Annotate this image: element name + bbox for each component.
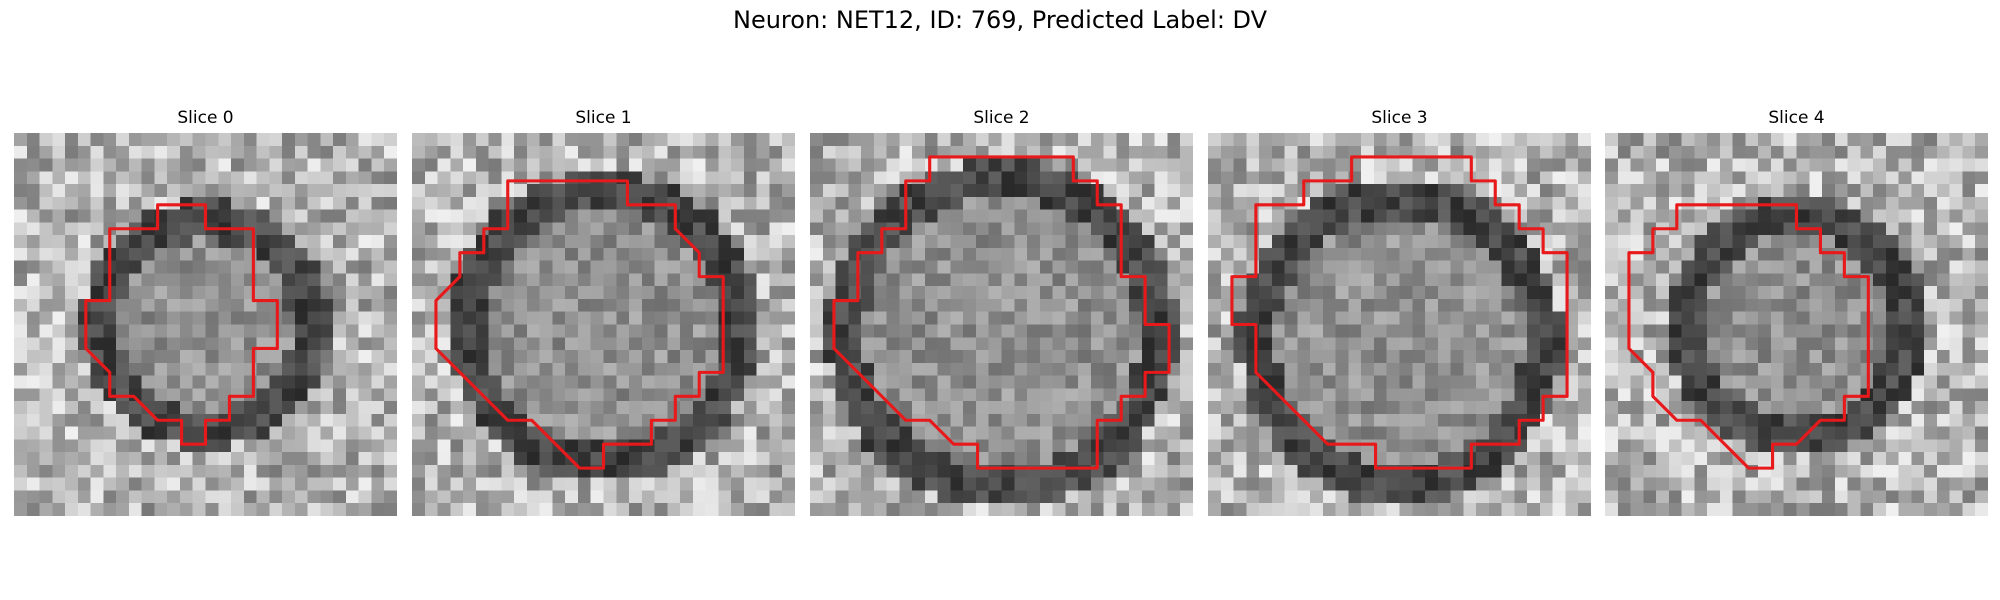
slice-panel-1: Slice 1 xyxy=(412,108,795,518)
segmentation-overlay-1 xyxy=(434,179,725,470)
slice-title-4: Slice 4 xyxy=(1768,108,1825,128)
slice-image-2 xyxy=(810,133,1193,516)
cell-contour-1 xyxy=(434,179,725,470)
slice-title-1: Slice 1 xyxy=(575,108,632,128)
slice-panel-4: Slice 4 xyxy=(1605,108,1988,518)
slice-panel-0: Slice 0 xyxy=(14,108,397,518)
segmentation-overlay-3 xyxy=(1230,155,1569,470)
slice-title-0: Slice 0 xyxy=(177,108,234,128)
cell-contour-3 xyxy=(1230,155,1569,470)
cell-contour-4 xyxy=(1627,203,1870,470)
slice-image-1 xyxy=(412,133,795,516)
slice-title-3: Slice 3 xyxy=(1371,108,1428,128)
segmentation-overlay-2 xyxy=(832,155,1171,470)
slice-image-0 xyxy=(14,133,397,516)
slice-title-2: Slice 2 xyxy=(973,108,1030,128)
cell-contour-0 xyxy=(84,203,279,446)
segmentation-overlay-4 xyxy=(1627,203,1870,470)
cell-contour-2 xyxy=(832,155,1171,470)
segmentation-overlay-0 xyxy=(84,203,279,446)
slice-image-3 xyxy=(1208,133,1591,516)
figure-title: Neuron: NET12, ID: 769, Predicted Label:… xyxy=(732,6,1268,34)
slice-panel-2: Slice 2 xyxy=(810,108,1193,518)
slice-image-4 xyxy=(1605,133,1988,516)
slice-panel-3: Slice 3 xyxy=(1208,108,1591,518)
